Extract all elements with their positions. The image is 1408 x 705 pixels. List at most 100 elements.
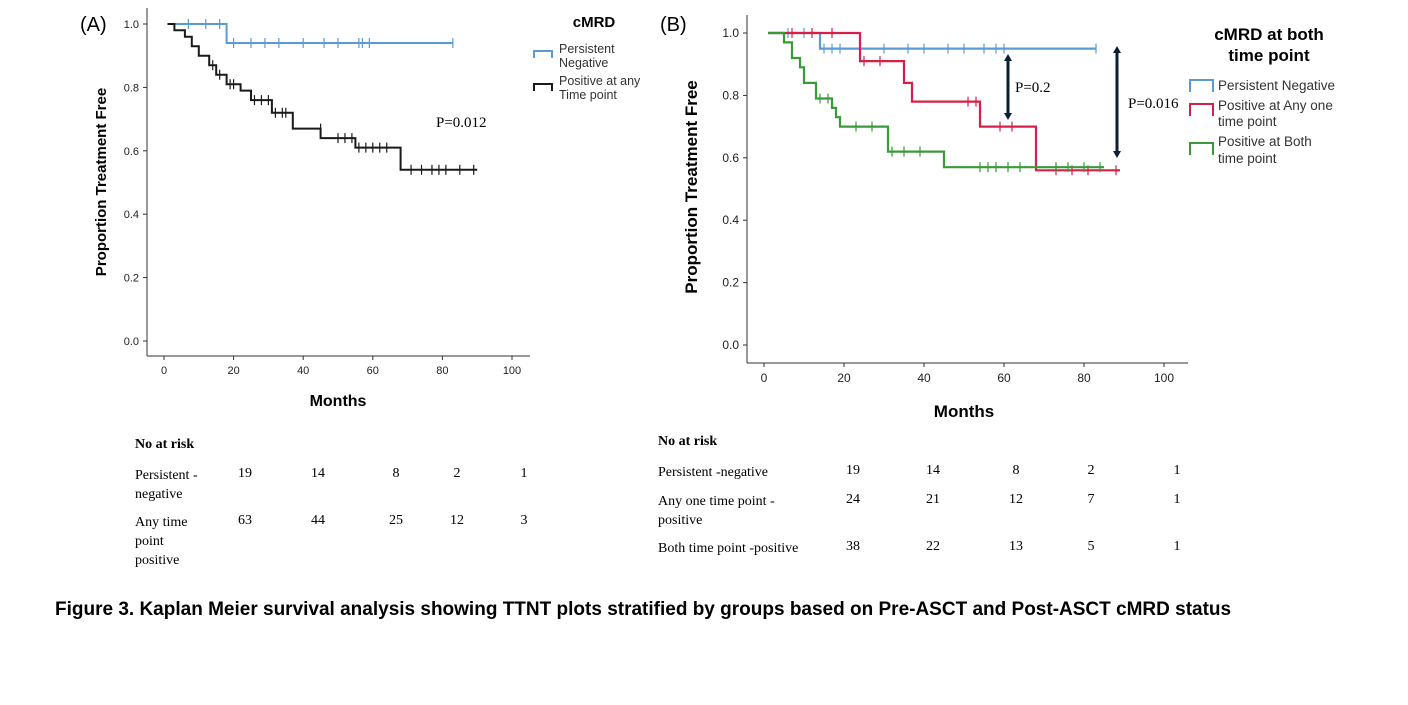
y-tick-label-a-5: 1.0 <box>124 19 139 31</box>
legend-swatch-positive-any-one-b <box>1189 103 1214 116</box>
legend-swatch-persistent-negative-a <box>533 50 553 58</box>
y-tick-label-a-3: 0.6 <box>124 146 139 158</box>
y-tick-label-b-0: 0.0 <box>722 338 739 352</box>
km-curve-b-1 <box>768 31 1120 172</box>
risk-value-b-1-0: 24 <box>846 492 860 507</box>
risk-value-b-2-2: 13 <box>1009 539 1023 554</box>
km-curve-b-0 <box>768 31 1096 50</box>
risk-table-title-b: No at risk <box>658 434 718 449</box>
risk-table-b: No at risk Persistent -negative 19 14 8 … <box>658 434 1218 564</box>
x-tick-label-a-3: 60 <box>367 365 379 377</box>
x-tick-label-a-4: 80 <box>436 365 448 377</box>
risk-value-b-1-2: 12 <box>1009 492 1023 507</box>
legend-swatch-persistent-negative-b <box>1189 79 1214 92</box>
legend-label-positive-both-b: Positive at Both time point <box>1218 134 1312 166</box>
risk-value-a-0-4: 1 <box>520 466 528 481</box>
legend-entry-persistent-negative-b: Persistent Negative <box>1189 78 1335 93</box>
risk-value-b-1-3: 7 <box>1087 492 1095 507</box>
risk-value-a-1-3: 12 <box>450 513 464 528</box>
risk-table-a: No at risk Persistent - negative 19 14 8… <box>135 437 555 577</box>
risk-value-a-1-0: 63 <box>238 513 252 528</box>
risk-value-b-0-0: 19 <box>846 463 860 478</box>
x-tick-label-a-0: 0 <box>161 365 167 377</box>
x-tick-label-a-1: 20 <box>227 365 239 377</box>
risk-row-label-a-0: Persistent - negative <box>135 468 198 502</box>
risk-row-label-a-1: Any time point positive <box>135 515 188 568</box>
panel-label-b: (B) <box>660 14 687 36</box>
risk-value-b-1-4: 1 <box>1173 492 1181 507</box>
risk-value-b-1-1: 21 <box>926 492 940 507</box>
y-tick-label-b-5: 1.0 <box>722 26 739 40</box>
risk-value-a-1-4: 3 <box>520 513 528 528</box>
x-tick-label-b-2: 40 <box>917 371 931 385</box>
km-plot-b: (B) 0 20 40 60 80 100 0.0 0.2 0.4 0.6 0.8 1.0 Propo… <box>660 14 1335 421</box>
x-tick-label-b-3: 60 <box>997 371 1011 385</box>
y-tick-label-a-2: 0.4 <box>124 209 139 221</box>
risk-value-a-1-2: 25 <box>389 513 403 528</box>
y-tick-label-a-0: 0.0 <box>124 336 139 348</box>
y-tick-label-a-4: 0.8 <box>124 82 139 94</box>
p-value-a: P=0.012 <box>436 115 487 131</box>
x-tick-label-b-1: 20 <box>837 371 851 385</box>
y-tick-label-a-1: 0.2 <box>124 273 139 285</box>
x-tick-label-b-0: 0 <box>761 371 768 385</box>
legend-label-positive-any-one-b: Positive at Any one time point <box>1218 98 1333 129</box>
legend-entry-persistent-negative-a: Persistent Negative <box>533 42 615 70</box>
p-arrow-2-b <box>1113 46 1121 158</box>
panel-label-a: (A) <box>80 14 107 36</box>
y-tick-label-b-4: 0.8 <box>722 88 739 102</box>
legend-swatch-positive-any-a <box>533 83 553 91</box>
risk-value-a-0-0: 19 <box>238 466 252 481</box>
y-tick-label-b-1: 0.2 <box>722 276 739 290</box>
x-axis-label-a: Months <box>310 393 367 410</box>
risk-value-b-0-4: 1 <box>1173 463 1181 478</box>
risk-value-b-0-3: 2 <box>1087 463 1095 478</box>
legend-title-b: cMRD at both time point <box>1214 25 1324 65</box>
risk-value-b-0-1: 14 <box>926 463 940 478</box>
p-value-1-b: P=0.2 <box>1015 80 1051 96</box>
legend-entry-positive-both-b: Positive at Both time point <box>1189 134 1312 166</box>
legend-title-a: cMRD <box>573 14 616 31</box>
figure-caption: Figure 3. Kaplan Meier survival analysis… <box>55 599 1232 620</box>
risk-value-b-2-0: 38 <box>846 539 860 554</box>
legend-entry-positive-any-one-b: Positive at Any one time point <box>1189 98 1333 129</box>
risk-table-title-a: No at risk <box>135 437 195 452</box>
x-tick-label-b-5: 100 <box>1154 371 1174 385</box>
x-tick-label-b-4: 80 <box>1077 371 1091 385</box>
risk-value-b-2-4: 1 <box>1173 539 1181 554</box>
km-curve-a-1 <box>167 23 478 171</box>
x-axis-label-b: Months <box>934 402 994 421</box>
y-tick-label-b-2: 0.4 <box>722 213 739 227</box>
y-tick-label-b-3: 0.6 <box>722 151 739 165</box>
risk-value-b-0-2: 8 <box>1012 463 1020 478</box>
plot-area-a: 0 20 40 60 80 100 0.0 0.2 0.4 0.6 0.8 1.0 <box>124 8 530 377</box>
km-curve-b-2 <box>768 31 1104 169</box>
km-plot-a: (A) 0 20 40 60 80 100 0.0 0.2 0.4 0.6 0.8 1.0 Propo… <box>80 8 641 410</box>
y-axis-label-b: Proportion Treatment Free <box>682 80 701 293</box>
km-curve-a-0 <box>167 23 453 44</box>
legend-entry-positive-any-a: Positive at any Time point <box>533 74 641 102</box>
y-axis-label-a: Proportion Treatment Free <box>93 88 110 276</box>
x-tick-label-a-2: 40 <box>297 365 309 377</box>
risk-value-a-0-1: 14 <box>311 466 325 481</box>
legend-label-persistent-negative-b: Persistent Negative <box>1218 78 1335 93</box>
risk-value-a-0-3: 2 <box>453 466 461 481</box>
arrow2-head-bottom <box>1113 151 1121 158</box>
risk-value-b-2-1: 22 <box>926 539 940 554</box>
legend-label-positive-any-a: Positive at any Time point <box>559 74 641 102</box>
arrow1-head-bottom <box>1004 113 1012 120</box>
risk-value-a-0-2: 8 <box>392 466 400 481</box>
arrow1-head-top <box>1004 54 1012 61</box>
risk-row-label-b-2: Both time point -positive <box>658 541 799 556</box>
legend-swatch-positive-both-b <box>1189 142 1214 155</box>
risk-row-label-b-0: Persistent -negative <box>658 465 769 480</box>
p-value-2-b: P=0.016 <box>1128 96 1179 112</box>
risk-value-b-2-3: 5 <box>1087 539 1095 554</box>
arrow2-head-top <box>1113 46 1121 53</box>
risk-value-a-1-1: 44 <box>311 513 325 528</box>
plot-area-b: 0 20 40 60 80 100 0.0 0.2 0.4 0.6 0.8 1.0 <box>722 15 1188 385</box>
risk-row-label-b-1: Any one time point - positive <box>658 494 775 528</box>
p-arrow-1-b <box>1004 54 1012 120</box>
x-tick-label-a-5: 100 <box>503 365 521 377</box>
legend-label-persistent-negative-a: Persistent Negative <box>559 42 615 70</box>
